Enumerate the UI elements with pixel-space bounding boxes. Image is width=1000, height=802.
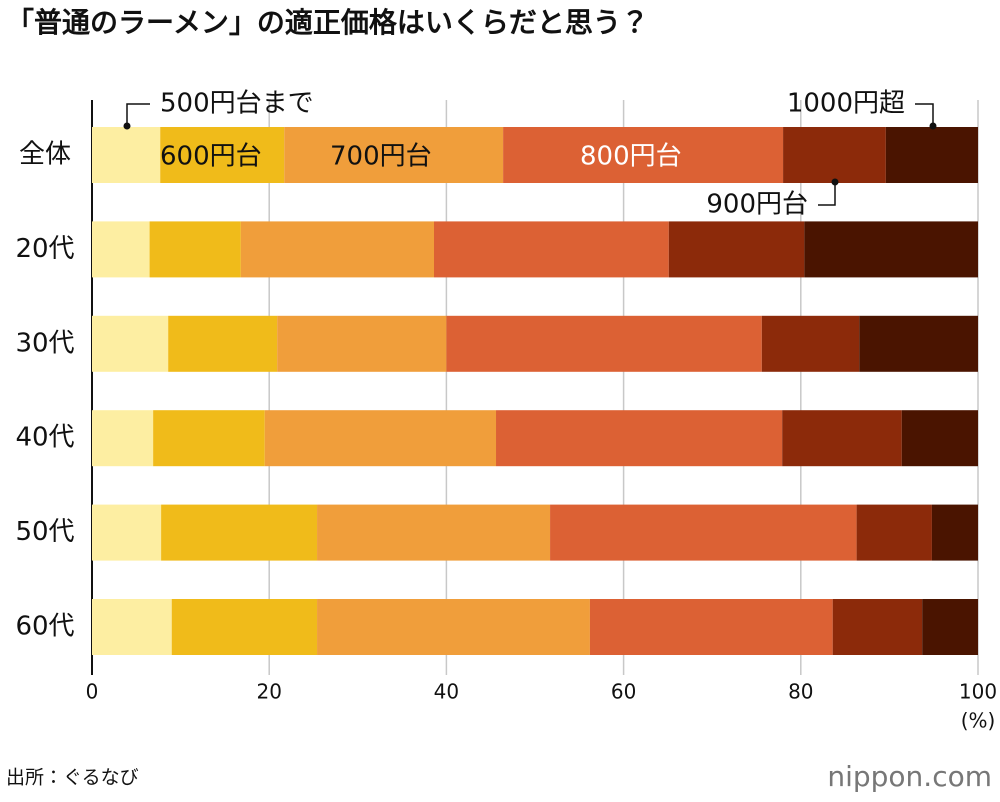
bar-segment — [284, 127, 504, 183]
bar-segment — [240, 221, 434, 278]
legend-leader — [818, 182, 836, 206]
bar-segment — [761, 315, 860, 372]
legend-label: 700円台 — [330, 142, 432, 172]
bar-segment — [317, 504, 551, 561]
x-tick-label: 80 — [788, 680, 813, 704]
bar-segment — [149, 221, 241, 278]
bar-segment — [922, 599, 978, 655]
legend-dot — [831, 178, 839, 186]
bar-segment — [153, 410, 265, 467]
y-tick-label: 60代 — [15, 612, 74, 642]
legend-leader — [126, 103, 150, 126]
bar-segment — [832, 599, 923, 655]
legend-label: 1000円超 — [787, 89, 905, 119]
source: 出所：ぐるなび — [6, 767, 139, 789]
bar-segment — [160, 127, 285, 183]
bar-segment — [856, 504, 932, 561]
bar-segment — [92, 504, 162, 561]
bar-segment — [503, 127, 784, 183]
bar-segment — [317, 599, 590, 655]
chart-title: 「普通のラーメン」の適正価格はいくらだと思う？ — [6, 6, 649, 39]
legend-dot — [123, 122, 131, 130]
y-tick-label: 20代 — [15, 234, 74, 264]
x-tick-label: 100 — [959, 680, 997, 704]
x-tick-label: 40 — [434, 680, 459, 704]
y-tick-label: 30代 — [15, 328, 74, 358]
y-tick-label: 全体 — [19, 140, 71, 170]
bar-segment — [92, 599, 172, 655]
bar-segment — [264, 410, 497, 467]
bar-segment — [277, 315, 447, 372]
bar-segment — [782, 410, 902, 467]
bar-segment — [668, 221, 805, 278]
bar-segment — [92, 221, 150, 278]
bar-segment — [859, 315, 978, 372]
bar-segment — [171, 599, 318, 655]
bar-segment — [589, 599, 833, 655]
bar-segment — [92, 410, 154, 467]
bar-segment — [446, 315, 762, 372]
bar-segment — [168, 315, 278, 372]
bar-segment — [92, 315, 169, 372]
bar-segment — [92, 127, 161, 183]
legend-label: 900円台 — [706, 190, 808, 220]
y-tick-label: 50代 — [15, 517, 74, 547]
bar-segment — [161, 504, 318, 561]
x-unit: (%) — [961, 709, 996, 733]
bar-segment — [885, 127, 978, 183]
legend-label: 800円台 — [580, 142, 682, 172]
bar-segment — [550, 504, 857, 561]
x-tick-label: 20 — [256, 680, 281, 704]
bar-segment — [496, 410, 783, 467]
bar-segment — [901, 410, 978, 467]
bar-segment — [931, 504, 978, 561]
bar-segment — [783, 127, 886, 183]
x-tick-label: 0 — [86, 680, 99, 704]
x-tick-label: 60 — [611, 680, 636, 704]
legend-label: 600円台 — [160, 142, 262, 172]
legend-label: 500円台まで — [160, 89, 314, 119]
bar-segment — [804, 221, 978, 278]
legend-dot — [929, 122, 937, 130]
y-tick-label: 40代 — [15, 423, 74, 453]
bar-segment — [433, 221, 669, 278]
brand: nippon.com — [827, 760, 992, 793]
legend-leader — [915, 103, 934, 126]
